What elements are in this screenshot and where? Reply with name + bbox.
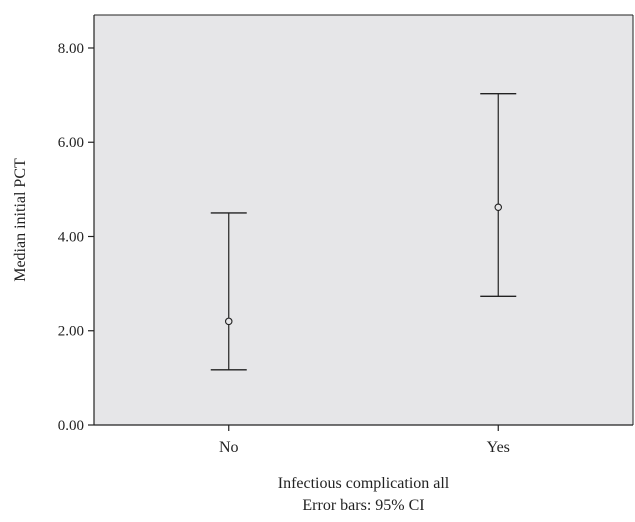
plot-area bbox=[94, 15, 633, 425]
x-tick-label: Yes bbox=[487, 439, 510, 456]
error-bars bbox=[210, 93, 517, 371]
error-bar-note: Error bars: 95% CI bbox=[302, 497, 424, 514]
median-point bbox=[225, 317, 233, 326]
x-ticks: No Yes bbox=[219, 425, 510, 456]
y-tick-label: 0.00 bbox=[58, 418, 84, 434]
x-tick-label: No bbox=[219, 439, 239, 456]
median-point bbox=[494, 203, 502, 212]
y-tick-label: 2.00 bbox=[58, 324, 84, 340]
x-axis-label: Infectious complication all bbox=[278, 475, 450, 492]
y-ticks: 0.00 2.00 4.00 6.00 8.00 bbox=[58, 41, 94, 434]
y-tick-label: 8.00 bbox=[58, 41, 84, 57]
y-axis-label: Median initial PCT bbox=[12, 158, 29, 282]
y-tick-label: 4.00 bbox=[58, 229, 84, 245]
y-tick-label: 6.00 bbox=[58, 135, 84, 151]
